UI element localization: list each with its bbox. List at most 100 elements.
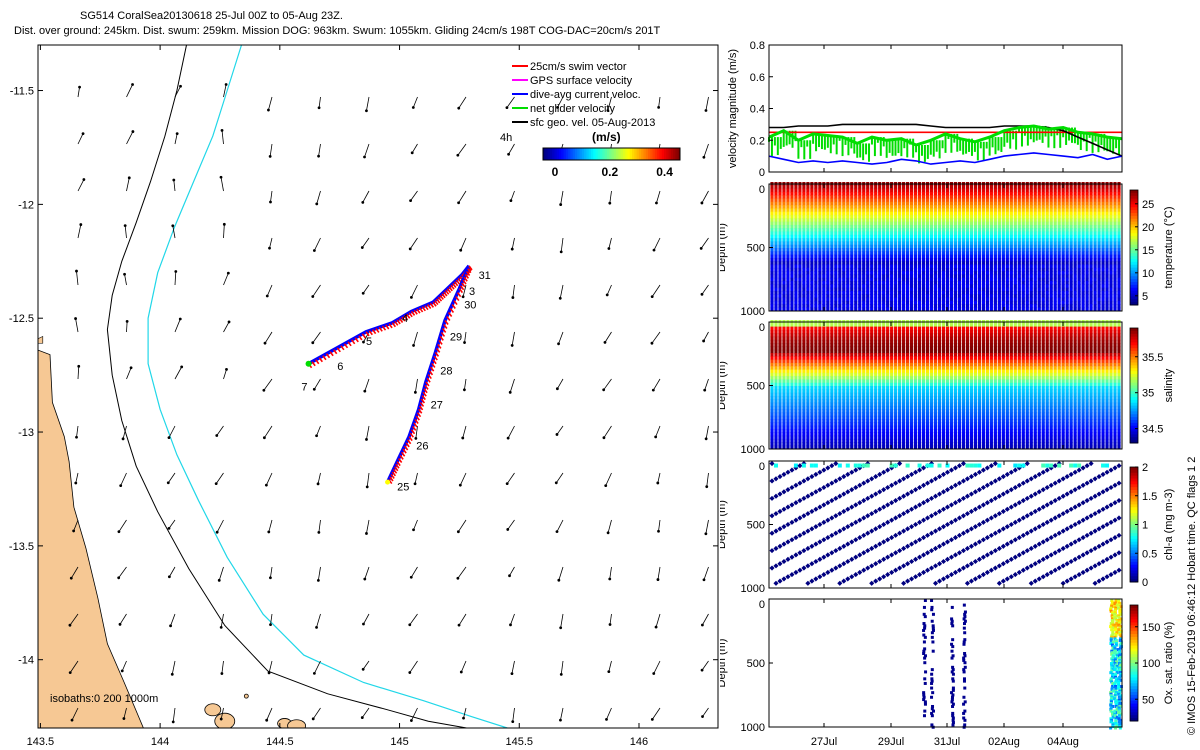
temperature-sample (1105, 241, 1109, 246)
temperature-sample (933, 221, 938, 226)
temperature-sample (941, 234, 946, 239)
salinity-sample (802, 392, 806, 397)
salinity-sample (830, 376, 834, 381)
temperature-sample (1073, 254, 1077, 259)
geo-velocity-arrow-head (263, 341, 267, 345)
salinity-sample (782, 445, 786, 450)
geo-velocity-arrow (221, 660, 224, 674)
temperature-sample (1097, 267, 1101, 272)
temperature-sample (1109, 290, 1113, 295)
temperature-sample (981, 287, 985, 292)
temperature-sample (1009, 205, 1013, 210)
temperature-sample (945, 248, 950, 253)
colorbar-cell (1130, 195, 1138, 200)
temperature-sample (985, 244, 989, 249)
temperature-sample (1093, 264, 1097, 269)
temperature-sample (894, 244, 898, 249)
salinity-sample (798, 349, 802, 354)
temperature-sample (1029, 297, 1033, 302)
salinity-sample (826, 333, 830, 338)
temperature-sample (810, 307, 814, 312)
isobath-200m (106, 45, 467, 728)
temperature-sample (917, 208, 922, 213)
temperature-sample (1005, 281, 1009, 286)
temperature-sample (1085, 211, 1089, 216)
temperature-sample (1065, 195, 1069, 200)
salinity-sample (798, 353, 802, 358)
salinity-sample (806, 435, 810, 440)
temperature-sample (1045, 294, 1049, 299)
temperature-sample (770, 304, 774, 309)
temperature-sample (1073, 251, 1077, 256)
temperature-sample (1017, 284, 1021, 289)
temperature-sample (778, 290, 782, 295)
temperature-sample (1013, 238, 1017, 243)
temperature-sample (814, 281, 818, 286)
temperature-sample (1041, 304, 1045, 309)
temperature-sample (913, 264, 918, 269)
temperature-sample (1049, 277, 1053, 282)
temperature-sample (1093, 257, 1097, 262)
temperature-sample (830, 264, 834, 269)
temperature-sample (925, 238, 930, 243)
temperature-sample (1101, 208, 1105, 213)
temperature-sample (1029, 234, 1033, 239)
temperature-sample (1061, 290, 1065, 295)
temperature-sample (822, 257, 826, 262)
temperature-sample (1021, 304, 1025, 309)
geo-velocity-arrow-head (701, 715, 704, 718)
temperature-sample (1077, 290, 1081, 295)
temperature-sample (834, 284, 838, 289)
temperature-sample (1053, 287, 1057, 292)
temperature-sample (1001, 281, 1005, 286)
temperature-sample (917, 251, 922, 256)
temperature-sample (870, 251, 874, 256)
salinity-sample (814, 395, 818, 400)
salinity-sample (774, 432, 778, 437)
temperature-sample (1025, 201, 1029, 206)
salinity-sample (782, 326, 786, 331)
temperature-sample (941, 205, 946, 210)
salinity-sample (810, 356, 814, 361)
temperature-sample (941, 300, 946, 305)
temperature-sample (1033, 191, 1037, 196)
geo-velocity-arrow-head (506, 436, 510, 440)
salinity-sample (810, 445, 814, 450)
colorbar-tick-label: 20 (1142, 222, 1154, 234)
temperature-sample (1061, 261, 1065, 266)
temperature-sample (969, 241, 974, 246)
temperature-sample (1041, 251, 1045, 256)
salinity-sample (794, 329, 798, 334)
geo-velocity-arrow (364, 378, 370, 392)
temperature-sample (834, 287, 838, 292)
temperature-sample (854, 297, 858, 302)
temperature-sample (1021, 218, 1025, 223)
temperature-sample (945, 297, 950, 302)
temperature-sample (854, 267, 858, 272)
temperature-sample (957, 215, 962, 220)
temperature-sample (834, 228, 838, 233)
temperature-sample (774, 224, 778, 229)
salinity-sample (822, 392, 826, 397)
geo-velocity-arrow (172, 707, 176, 722)
salinity-sample (806, 333, 810, 338)
geo-velocity-arrow-head (361, 291, 365, 295)
temperature-sample (989, 195, 993, 200)
salinity-sample (826, 425, 830, 430)
temperature-sample (937, 267, 942, 272)
temperature-sample (1013, 211, 1017, 216)
temperature-sample (957, 238, 962, 243)
geo-velocity-arrow-head (315, 626, 318, 629)
temperature-sample (842, 254, 846, 259)
temperature-sample (961, 244, 966, 249)
temperature-sample (993, 188, 997, 193)
temperature-sample (890, 274, 894, 279)
salinity-sample (802, 326, 806, 331)
temperature-sample (862, 261, 866, 266)
salinity-sample (822, 415, 826, 420)
temperature-sample (977, 218, 982, 223)
temperature-sample (870, 264, 874, 269)
salinity-sample (818, 329, 822, 334)
geo-velocity-arrow (512, 707, 515, 722)
temperature-sample (826, 221, 830, 226)
